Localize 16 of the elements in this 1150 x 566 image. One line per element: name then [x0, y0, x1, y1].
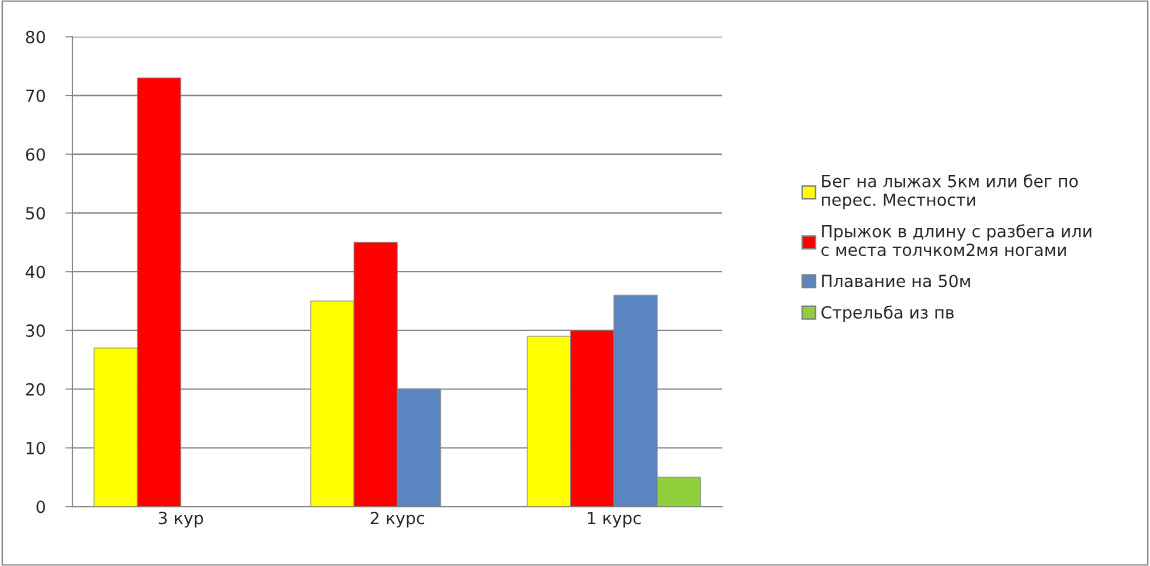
y-tick-label: 20: [26, 383, 45, 396]
y-tick-label: 0: [36, 500, 45, 514]
x-tick-label: 3 кур: [158, 511, 204, 528]
y-tick-label: 10: [26, 441, 45, 455]
y-tick-label: 80: [25, 30, 45, 44]
legend-label: Прыжок в длину с разбега или с места толчком2мя ногами: [821, 224, 1092, 257]
y-tick-label: 30: [26, 324, 45, 337]
y-tick-label: 40: [25, 265, 45, 279]
legend-label: Плавание на 50м: [822, 274, 970, 288]
y-tick-label: 60: [26, 148, 45, 161]
legend-label: Стрельба из пв: [821, 305, 954, 322]
x-tick-label: 2 курс: [370, 511, 425, 528]
x-tick-label: 1 курс: [587, 511, 641, 528]
legend-label: Бег на лыжах 5км или бег по перес. Местности: [822, 174, 1078, 210]
y-tick-label: 50: [26, 206, 45, 220]
y-tick-label: 70: [26, 89, 45, 103]
